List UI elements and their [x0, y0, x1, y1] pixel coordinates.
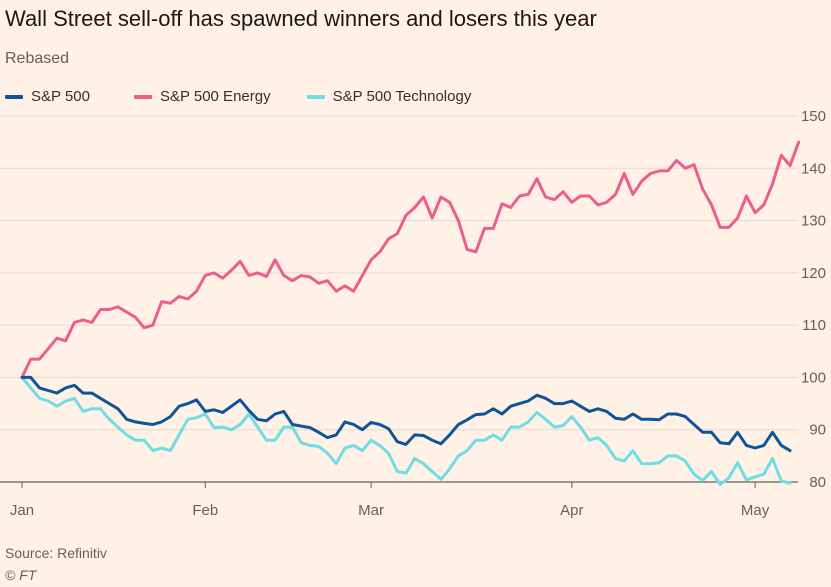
x-tick-label: Jan — [10, 502, 34, 519]
legend-swatch-sp500 — [5, 94, 23, 99]
legend-item-energy: S&P 500 Energy — [133, 88, 271, 105]
y-tick-label: 90 — [809, 422, 826, 439]
y-tick-label: 140 — [801, 160, 826, 177]
x-axis: Jan Feb Mar Apr May — [10, 482, 770, 519]
y-tick-label: 100 — [801, 369, 826, 386]
x-tick-label: Apr — [560, 502, 583, 519]
legend-item-tech: S&P 500 Technology — [306, 88, 472, 105]
gridlines — [0, 115, 798, 483]
chart-title: Wall Street sell-off has spawned winners… — [5, 6, 597, 31]
y-axis: 80 90 100 110 120 130 140 150 — [801, 108, 826, 491]
series-line-energy — [20, 140, 801, 379]
legend-label-tech: S&P 500 Technology — [332, 88, 472, 105]
legend-label-energy: S&P 500 Energy — [159, 88, 271, 105]
y-tick-label: 150 — [801, 108, 826, 125]
series-line-tech — [20, 375, 792, 487]
source-note: Source: Refinitiv — [5, 545, 107, 561]
y-tick-label: 80 — [809, 474, 826, 491]
copyright-note: © FT — [5, 567, 37, 583]
y-tick-label: 110 — [802, 317, 826, 334]
x-tick-label: Feb — [192, 502, 218, 519]
legend-swatch-tech — [306, 94, 325, 99]
legend-item-sp500: S&P 500 — [5, 88, 90, 105]
legend-label-sp500: S&P 500 — [31, 88, 90, 105]
chart-subtitle: Rebased — [5, 50, 70, 67]
x-tick-label: May — [741, 502, 770, 519]
x-tick-label: Mar — [358, 502, 384, 519]
series-lines — [20, 140, 801, 487]
y-tick-label: 130 — [801, 213, 826, 230]
y-tick-label: 120 — [801, 265, 826, 282]
legend-swatch-energy — [133, 94, 152, 99]
chart-legend: S&P 500 S&P 500 Energy S&P 500 Technolog… — [5, 88, 497, 105]
series-line-sp500 — [20, 375, 792, 453]
